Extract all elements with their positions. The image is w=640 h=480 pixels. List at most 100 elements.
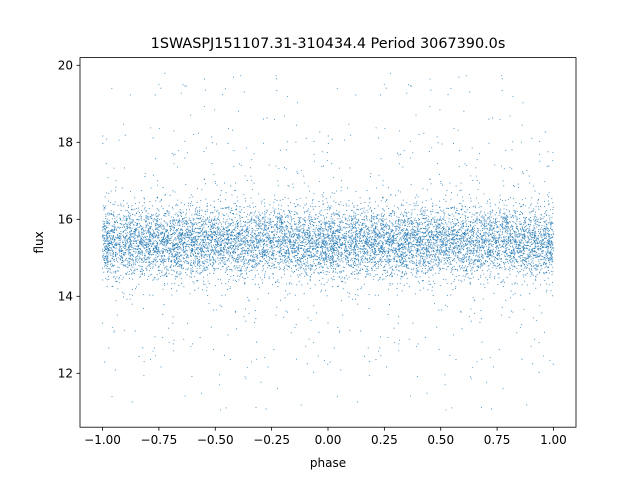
data-point: [196, 201, 198, 203]
data-point: [334, 213, 336, 215]
data-point: [148, 229, 150, 231]
data-point: [238, 246, 240, 248]
data-point: [288, 283, 290, 285]
data-point: [465, 240, 467, 242]
data-point: [424, 228, 426, 230]
data-point: [184, 246, 186, 248]
data-point: [392, 283, 394, 285]
data-point: [440, 228, 442, 230]
data-point: [344, 217, 346, 219]
data-point: [106, 286, 108, 288]
data-point: [513, 265, 516, 267]
data-point: [419, 214, 421, 216]
data-point: [378, 260, 380, 262]
data-point: [114, 222, 117, 224]
data-point: [361, 235, 363, 237]
data-point: [276, 388, 279, 390]
data-point: [189, 254, 192, 256]
data-point: [382, 219, 384, 221]
data-point: [149, 235, 151, 237]
data-point: [355, 268, 357, 270]
data-point: [225, 268, 227, 270]
data-point: [410, 250, 412, 252]
data-point: [538, 253, 540, 255]
data-point: [262, 247, 264, 249]
data-point: [353, 222, 355, 224]
data-point: [172, 343, 174, 345]
data-point: [223, 214, 225, 216]
data-point: [315, 236, 317, 238]
data-point: [534, 245, 536, 247]
data-point: [507, 227, 509, 229]
data-point: [169, 230, 171, 232]
data-point: [165, 240, 167, 242]
data-point: [345, 240, 347, 242]
data-point: [305, 250, 307, 252]
data-point: [480, 225, 483, 227]
data-point: [269, 257, 271, 259]
data-point: [159, 272, 161, 274]
data-point: [475, 244, 477, 247]
data-point: [508, 316, 510, 318]
data-point: [176, 214, 178, 216]
data-point: [523, 276, 525, 278]
data-point: [293, 256, 295, 258]
data-point: [312, 236, 314, 238]
data-point: [306, 260, 309, 262]
data-point: [205, 269, 207, 271]
data-point: [175, 247, 177, 249]
data-point: [321, 227, 323, 229]
data-point: [236, 255, 239, 257]
data-point: [462, 255, 464, 257]
data-point: [266, 256, 268, 258]
data-point: [537, 200, 539, 202]
data-point: [540, 265, 542, 267]
data-point: [516, 220, 518, 222]
data-point: [313, 160, 315, 162]
data-point: [307, 274, 309, 276]
data-point: [256, 227, 258, 230]
data-point: [199, 260, 201, 262]
data-point: [408, 246, 410, 248]
data-point: [102, 239, 104, 241]
data-point: [531, 232, 533, 234]
data-point: [530, 266, 532, 268]
data-point: [120, 238, 122, 240]
data-point: [396, 242, 398, 244]
data-point: [497, 247, 499, 249]
data-point: [502, 243, 505, 245]
data-point: [469, 263, 471, 265]
data-point: [269, 251, 271, 253]
data-point: [426, 271, 428, 274]
data-point: [345, 226, 347, 228]
data-point: [314, 265, 316, 267]
data-point: [424, 244, 426, 246]
data-point: [502, 217, 504, 219]
data-point: [201, 225, 203, 227]
data-point: [340, 226, 342, 228]
data-point: [164, 242, 166, 244]
data-point: [110, 249, 112, 251]
data-point: [325, 216, 328, 218]
data-point: [291, 249, 293, 252]
data-point: [283, 248, 285, 250]
data-point: [241, 270, 243, 272]
data-point: [250, 232, 252, 234]
data-point: [320, 227, 322, 230]
data-point: [243, 91, 245, 93]
data-point: [280, 215, 282, 217]
data-point: [213, 200, 215, 202]
data-point: [344, 213, 346, 215]
data-point: [403, 274, 406, 276]
data-point: [415, 270, 417, 272]
data-point: [227, 226, 229, 228]
data-point: [265, 243, 267, 245]
data-point: [131, 222, 133, 224]
data-point: [205, 267, 207, 269]
data-point: [228, 240, 230, 242]
data-point: [552, 266, 554, 268]
data-point: [203, 230, 205, 233]
data-point: [450, 246, 452, 248]
data-point: [185, 249, 187, 252]
data-point: [437, 261, 439, 263]
